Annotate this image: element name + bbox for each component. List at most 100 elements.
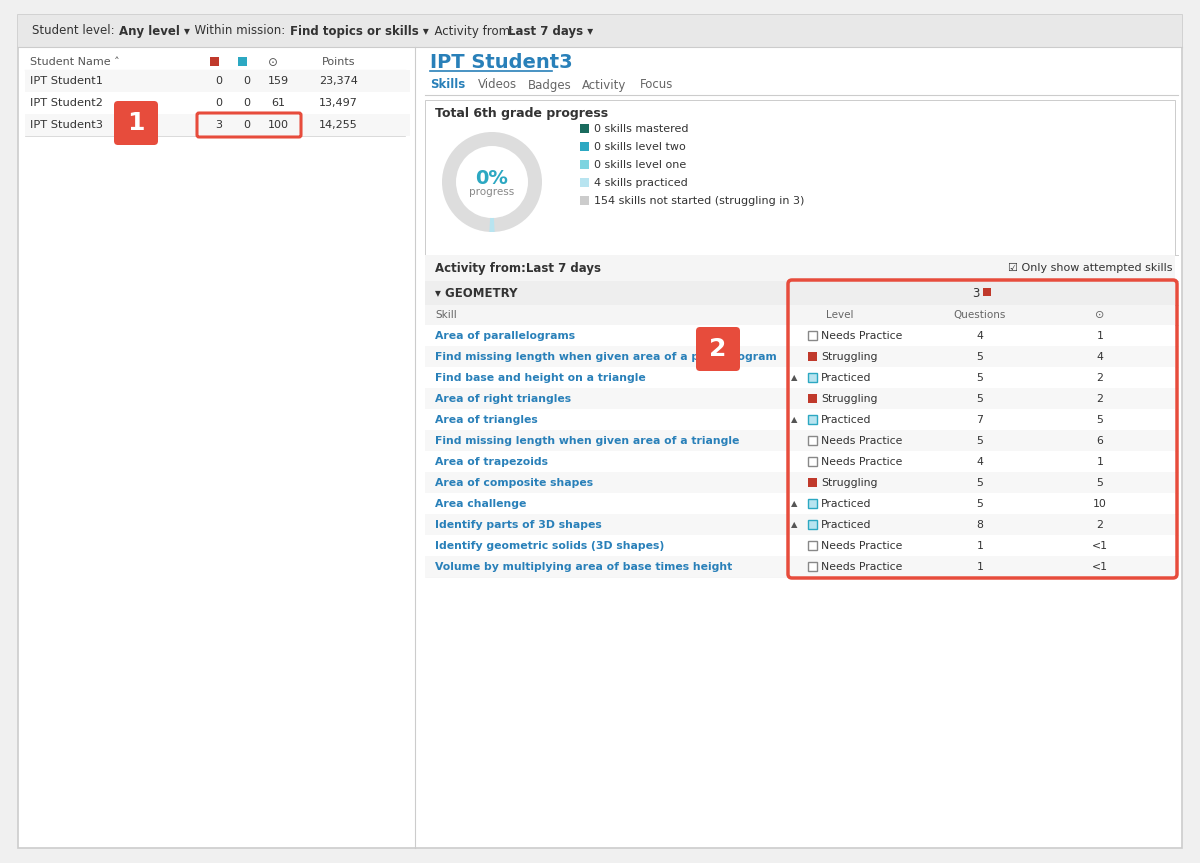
Text: ▲: ▲ bbox=[791, 373, 797, 382]
Text: Needs Practice: Needs Practice bbox=[821, 436, 902, 445]
Text: 4: 4 bbox=[977, 457, 984, 467]
Text: 13,497: 13,497 bbox=[319, 98, 358, 108]
Text: progress: progress bbox=[469, 187, 515, 197]
FancyBboxPatch shape bbox=[25, 70, 410, 92]
Text: Level: Level bbox=[827, 310, 853, 320]
Text: ▾ GEOMETRY: ▾ GEOMETRY bbox=[436, 287, 517, 299]
Text: Practiced: Practiced bbox=[821, 520, 871, 530]
Text: 0 skills mastered: 0 skills mastered bbox=[594, 123, 689, 134]
FancyBboxPatch shape bbox=[425, 100, 1175, 255]
FancyBboxPatch shape bbox=[580, 160, 589, 169]
Text: 3: 3 bbox=[973, 287, 980, 299]
FancyBboxPatch shape bbox=[425, 472, 1175, 493]
FancyBboxPatch shape bbox=[425, 388, 1175, 409]
Text: 5: 5 bbox=[977, 351, 984, 362]
Text: Needs Practice: Needs Practice bbox=[821, 331, 902, 341]
Text: IPT Student1: IPT Student1 bbox=[30, 76, 103, 86]
Text: ▲: ▲ bbox=[791, 499, 797, 508]
Text: Needs Practice: Needs Practice bbox=[821, 562, 902, 571]
Text: 0: 0 bbox=[244, 120, 251, 130]
Text: 0: 0 bbox=[244, 98, 251, 108]
Text: 1: 1 bbox=[1097, 331, 1104, 341]
FancyBboxPatch shape bbox=[580, 142, 589, 151]
Text: Area of parallelograms: Area of parallelograms bbox=[436, 331, 575, 341]
Text: Identify parts of 3D shapes: Identify parts of 3D shapes bbox=[436, 520, 601, 530]
Text: Area of composite shapes: Area of composite shapes bbox=[436, 477, 593, 488]
FancyBboxPatch shape bbox=[425, 535, 1175, 556]
FancyBboxPatch shape bbox=[808, 331, 817, 340]
Text: Needs Practice: Needs Practice bbox=[821, 457, 902, 467]
Text: Practiced: Practiced bbox=[821, 373, 871, 382]
Wedge shape bbox=[442, 132, 542, 232]
Text: IPT Student3: IPT Student3 bbox=[430, 53, 572, 72]
FancyBboxPatch shape bbox=[425, 281, 1175, 305]
Text: Total 6th grade progress: Total 6th grade progress bbox=[436, 108, 608, 121]
Text: <1: <1 bbox=[1092, 562, 1108, 571]
Text: 4: 4 bbox=[977, 331, 984, 341]
Text: 2: 2 bbox=[709, 337, 727, 361]
Text: Student level:: Student level: bbox=[32, 24, 119, 37]
FancyBboxPatch shape bbox=[808, 541, 817, 550]
Text: 0%: 0% bbox=[475, 168, 509, 187]
Text: 159: 159 bbox=[268, 76, 288, 86]
Text: Focus: Focus bbox=[640, 79, 673, 91]
Text: Volume by multiplying area of base times height: Volume by multiplying area of base times… bbox=[436, 562, 732, 571]
Text: 5: 5 bbox=[977, 373, 984, 382]
Text: Activity from:Last 7 days: Activity from:Last 7 days bbox=[436, 261, 601, 274]
FancyBboxPatch shape bbox=[808, 436, 817, 445]
Text: 2: 2 bbox=[1097, 394, 1104, 404]
Text: Videos: Videos bbox=[478, 79, 517, 91]
FancyBboxPatch shape bbox=[25, 92, 410, 114]
Text: 5: 5 bbox=[977, 477, 984, 488]
Text: ⊙: ⊙ bbox=[1096, 310, 1105, 320]
FancyBboxPatch shape bbox=[425, 255, 1175, 281]
Text: 2: 2 bbox=[1097, 373, 1104, 382]
Text: 0: 0 bbox=[216, 76, 222, 86]
FancyBboxPatch shape bbox=[808, 394, 817, 403]
FancyBboxPatch shape bbox=[114, 101, 158, 145]
Text: 61: 61 bbox=[271, 98, 286, 108]
FancyBboxPatch shape bbox=[580, 196, 589, 205]
FancyBboxPatch shape bbox=[808, 562, 817, 571]
FancyBboxPatch shape bbox=[808, 373, 817, 382]
Text: 7: 7 bbox=[977, 414, 984, 425]
Text: ☑ Only show attempted skills: ☑ Only show attempted skills bbox=[1008, 263, 1172, 273]
Wedge shape bbox=[490, 218, 494, 232]
Text: Skills: Skills bbox=[430, 79, 466, 91]
Text: 4: 4 bbox=[1097, 351, 1104, 362]
FancyBboxPatch shape bbox=[425, 514, 1175, 535]
FancyBboxPatch shape bbox=[580, 178, 589, 187]
Text: Find missing length when given area of a triangle: Find missing length when given area of a… bbox=[436, 436, 739, 445]
Text: Last 7 days ▾: Last 7 days ▾ bbox=[508, 24, 593, 37]
FancyBboxPatch shape bbox=[808, 415, 817, 424]
Text: Any level ▾: Any level ▾ bbox=[119, 24, 190, 37]
Text: Student Name ˄: Student Name ˄ bbox=[30, 57, 120, 67]
Text: 1: 1 bbox=[977, 562, 984, 571]
Text: 154 skills not started (struggling in 3): 154 skills not started (struggling in 3) bbox=[594, 196, 804, 205]
Text: 0 skills level two: 0 skills level two bbox=[594, 142, 685, 152]
FancyBboxPatch shape bbox=[425, 305, 1175, 325]
Text: 5: 5 bbox=[1097, 477, 1104, 488]
Text: <1: <1 bbox=[1092, 540, 1108, 551]
Text: 3: 3 bbox=[216, 120, 222, 130]
FancyBboxPatch shape bbox=[580, 124, 589, 133]
Text: 1: 1 bbox=[977, 540, 984, 551]
Text: 6: 6 bbox=[1097, 436, 1104, 445]
Text: Struggling: Struggling bbox=[821, 351, 877, 362]
FancyBboxPatch shape bbox=[983, 288, 991, 296]
Text: Identify geometric solids (3D shapes): Identify geometric solids (3D shapes) bbox=[436, 540, 665, 551]
Text: Find base and height on a triangle: Find base and height on a triangle bbox=[436, 373, 646, 382]
Text: 8: 8 bbox=[977, 520, 984, 530]
Text: ⊙: ⊙ bbox=[268, 55, 278, 68]
Text: Needs Practice: Needs Practice bbox=[821, 540, 902, 551]
Text: Practiced: Practiced bbox=[821, 499, 871, 508]
FancyBboxPatch shape bbox=[808, 520, 817, 529]
FancyBboxPatch shape bbox=[25, 114, 410, 136]
Text: Activity: Activity bbox=[582, 79, 626, 91]
FancyBboxPatch shape bbox=[808, 478, 817, 487]
FancyBboxPatch shape bbox=[696, 327, 740, 371]
Text: 100: 100 bbox=[268, 120, 288, 130]
Text: Struggling: Struggling bbox=[821, 477, 877, 488]
FancyBboxPatch shape bbox=[808, 457, 817, 466]
Text: 5: 5 bbox=[1097, 414, 1104, 425]
